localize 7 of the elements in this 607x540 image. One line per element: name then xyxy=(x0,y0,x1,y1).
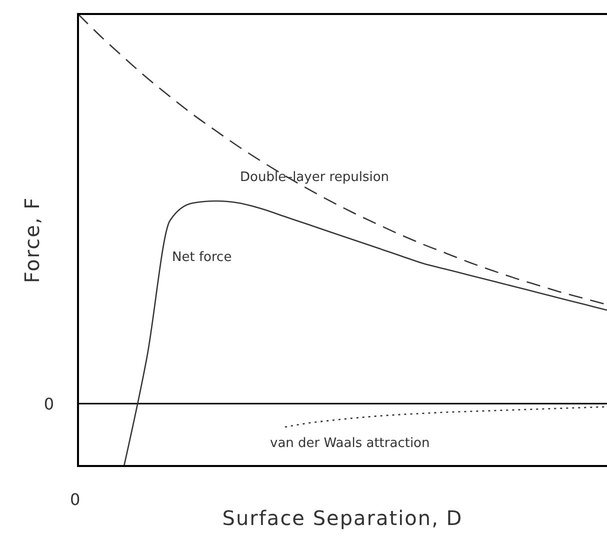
annotation: Double–layer repulsion xyxy=(240,170,390,185)
text: 0 xyxy=(70,490,80,509)
ref-line-label: 0 xyxy=(44,394,54,414)
annotation: Net force xyxy=(172,250,232,265)
annotation: van der Waals attraction xyxy=(270,436,430,451)
x-axis-title: Surface Separation, D xyxy=(222,506,463,530)
y-axis-title: Force, F xyxy=(20,196,44,284)
